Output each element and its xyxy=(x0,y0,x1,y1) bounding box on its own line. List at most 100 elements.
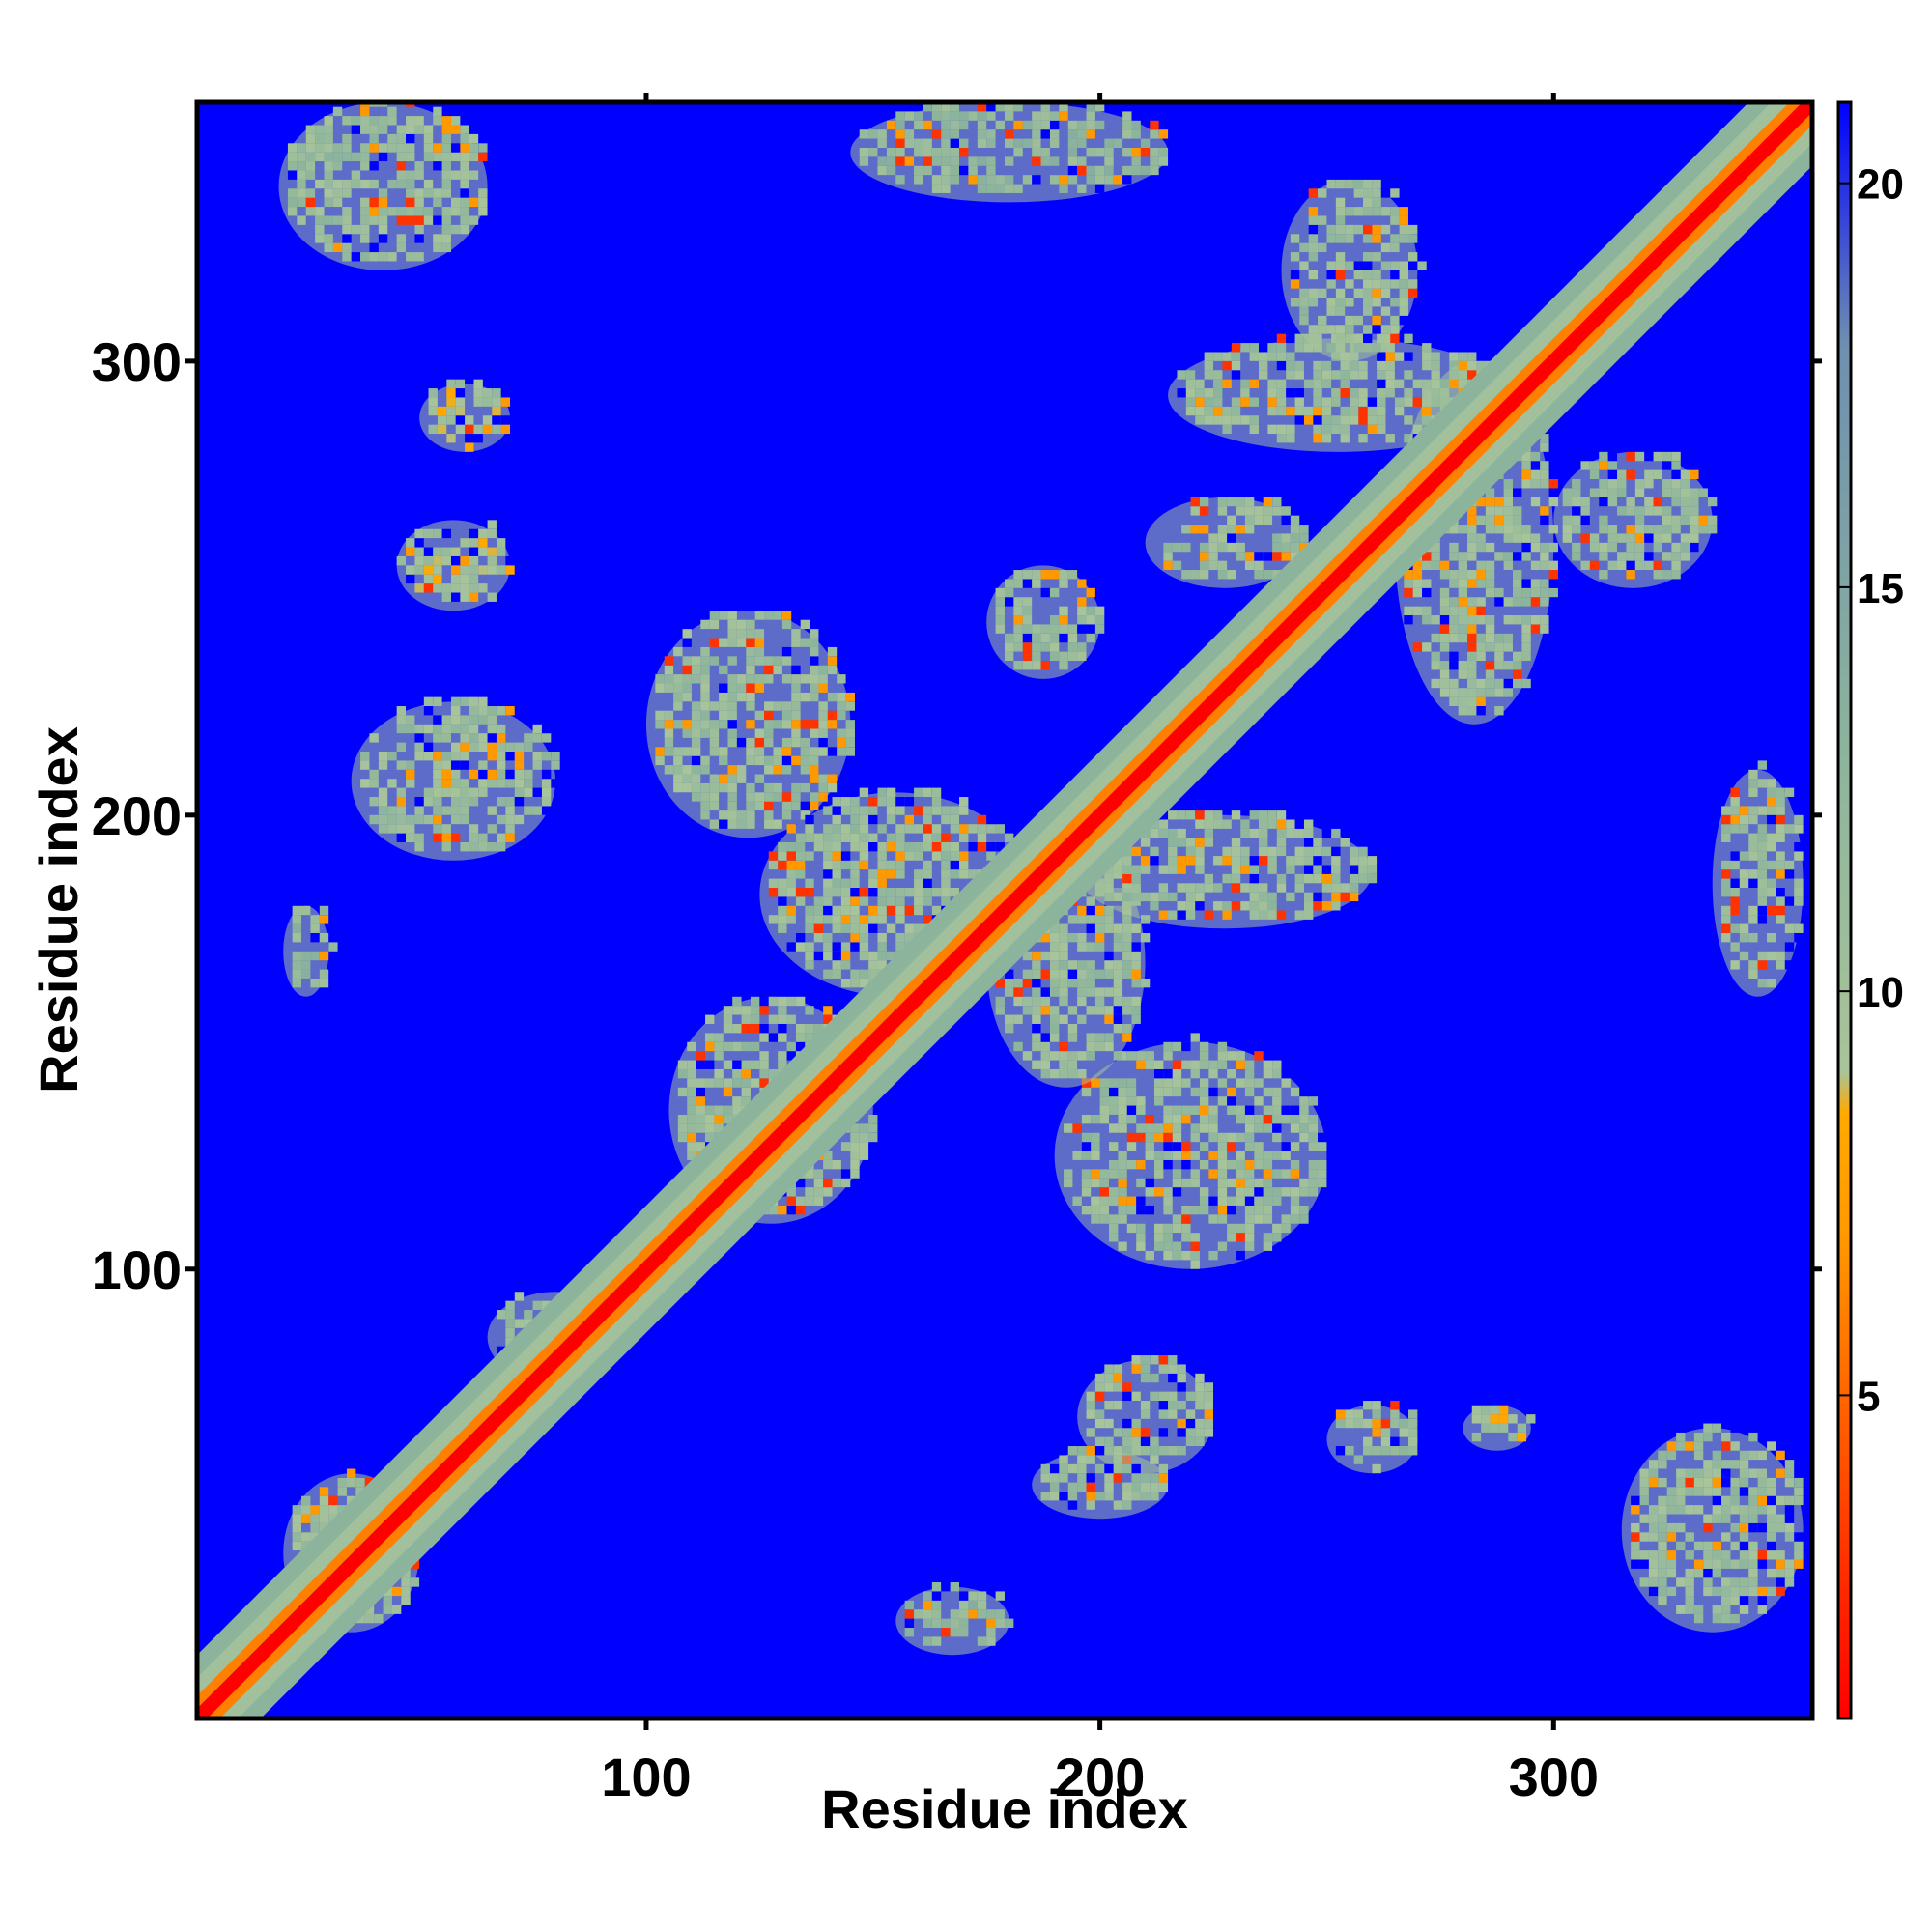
contact-cell xyxy=(478,188,488,198)
contact-cell xyxy=(1377,397,1386,407)
contact-cell xyxy=(1340,370,1350,380)
contact-cell xyxy=(1358,370,1368,380)
contact-cell xyxy=(1653,525,1662,534)
contact-cell xyxy=(1091,1178,1100,1188)
contact-cell xyxy=(1363,261,1373,270)
contact-cell xyxy=(1467,661,1477,670)
contact-cell xyxy=(1254,1214,1264,1224)
contact-cell xyxy=(941,878,951,888)
contact-cell xyxy=(1272,1114,1282,1124)
contact-cell xyxy=(1685,1487,1694,1496)
contact-cell xyxy=(1113,1382,1123,1392)
contact-cell xyxy=(931,1618,942,1628)
contact-cell xyxy=(1013,147,1023,157)
contact-cell xyxy=(800,720,810,729)
contact-cell xyxy=(1303,910,1314,920)
contact-cell xyxy=(791,737,801,748)
contact-cell xyxy=(1040,111,1050,121)
contact-cell xyxy=(1476,642,1486,652)
contact-cell xyxy=(1190,1169,1200,1179)
contact-cell xyxy=(1281,552,1291,561)
contact-cell xyxy=(1730,1495,1740,1506)
contact-cell xyxy=(305,133,316,144)
contact-cell xyxy=(1286,424,1295,435)
contact-cell xyxy=(850,896,860,906)
contact-cell xyxy=(859,814,869,825)
contact-cell xyxy=(1412,379,1423,389)
contact-cell xyxy=(746,692,755,702)
contact-cell xyxy=(923,833,932,842)
contact-cell xyxy=(1177,865,1186,874)
contact-cell xyxy=(1208,1105,1218,1115)
contact-cell xyxy=(1236,1151,1245,1160)
contact-cell xyxy=(895,175,905,185)
contact-cell xyxy=(1032,978,1041,988)
contact-cell xyxy=(1562,515,1573,526)
contact-cell xyxy=(1032,642,1041,652)
contact-cell xyxy=(1208,1196,1218,1206)
contact-cell xyxy=(446,397,456,407)
contact-cell xyxy=(1693,1450,1704,1461)
contact-cell xyxy=(505,555,515,566)
contact-cell xyxy=(1227,1132,1236,1143)
contact-cell xyxy=(914,120,923,130)
contact-cell xyxy=(1131,978,1141,988)
contact-cell xyxy=(505,706,515,716)
contact-cell xyxy=(541,787,552,797)
contact-cell xyxy=(1227,1051,1236,1061)
contact-cell xyxy=(877,129,887,139)
contact-cell xyxy=(1240,901,1250,911)
contact-cell xyxy=(1521,479,1531,489)
contact-cell xyxy=(1185,1436,1196,1447)
contact-cell xyxy=(968,1591,978,1601)
contact-cell xyxy=(1150,1391,1159,1402)
contact-cell xyxy=(1181,1142,1191,1151)
contact-cell xyxy=(1794,1495,1804,1506)
contact-cell xyxy=(1380,188,1391,198)
contact-cell xyxy=(414,170,424,180)
contact-cell xyxy=(337,1477,347,1488)
contact-cell xyxy=(941,156,951,166)
contact-region xyxy=(278,102,488,270)
contact-cell xyxy=(781,810,792,820)
contact-cell xyxy=(914,806,923,815)
contact-cell xyxy=(904,842,915,852)
contact-cell xyxy=(1067,915,1078,924)
contact-cell xyxy=(1503,515,1513,526)
contact-cell xyxy=(1340,360,1350,371)
contact-cell xyxy=(1721,1460,1731,1469)
contact-cell xyxy=(1181,1250,1191,1261)
contact-cell xyxy=(1521,678,1531,689)
contact-cell xyxy=(1195,883,1205,893)
contact-cell xyxy=(741,1096,751,1106)
contact-cell xyxy=(995,1591,1005,1601)
contact-cell xyxy=(877,138,887,148)
contact-cell xyxy=(805,951,814,961)
contact-cell xyxy=(324,215,333,225)
contact-cell xyxy=(1422,642,1432,652)
contact-cell xyxy=(1485,678,1495,689)
contact-cell xyxy=(292,923,301,933)
contact-cell xyxy=(1503,533,1513,543)
contact-cell xyxy=(823,905,833,916)
contact-cell xyxy=(478,833,488,842)
contact-cell xyxy=(1639,1577,1649,1587)
contact-cell xyxy=(687,1068,696,1079)
contact-cell xyxy=(700,792,710,802)
contact-cell xyxy=(868,129,878,139)
contact-cell xyxy=(778,851,787,861)
contact-cell xyxy=(1589,533,1600,543)
contact-cell xyxy=(823,869,833,879)
contact-cell xyxy=(433,696,442,706)
contact-cell xyxy=(1236,497,1245,507)
contact-cell xyxy=(1439,379,1450,389)
contact-cell xyxy=(1040,951,1050,961)
contact-cell xyxy=(1032,1033,1041,1042)
contact-cell xyxy=(810,638,819,647)
contact-cell xyxy=(1140,838,1151,847)
contact-cell xyxy=(700,692,710,702)
contact-cell xyxy=(1648,1532,1659,1542)
contact-cell xyxy=(931,102,942,112)
contact-cell xyxy=(1222,352,1232,361)
contact-cell xyxy=(406,116,415,126)
